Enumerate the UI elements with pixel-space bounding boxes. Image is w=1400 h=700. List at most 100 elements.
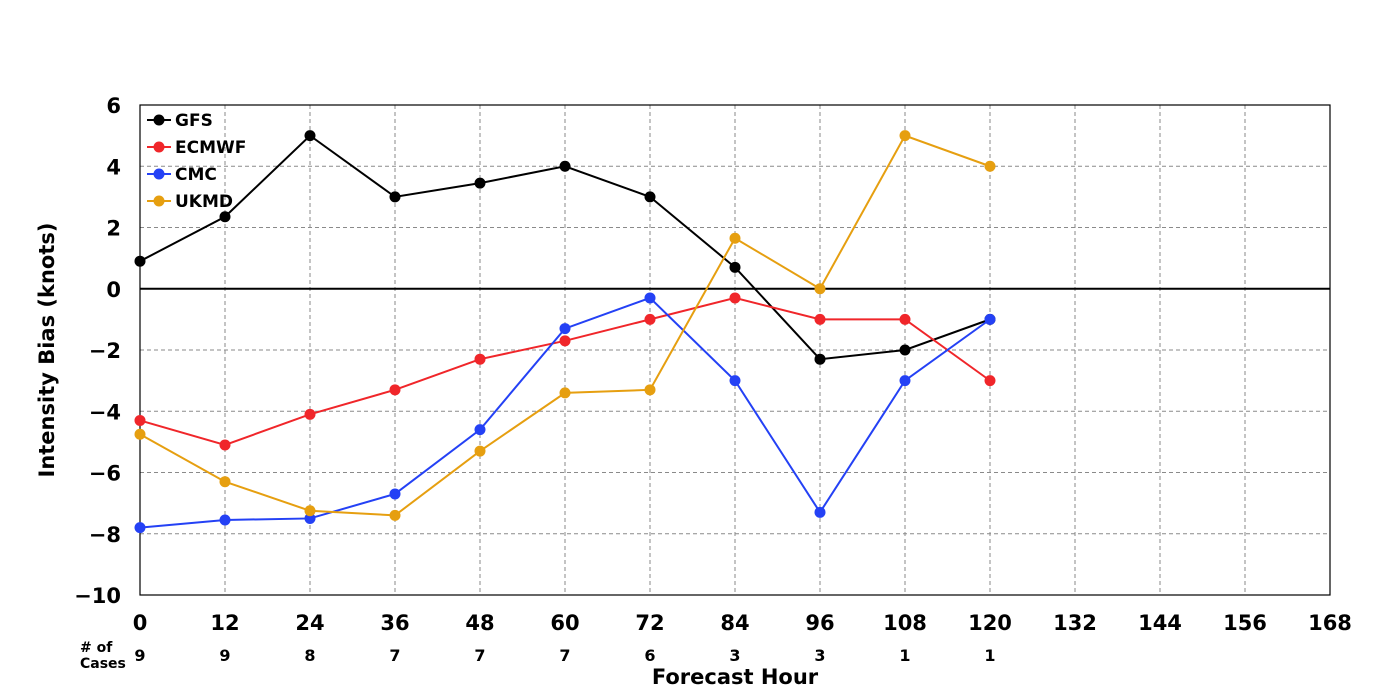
data-point-ecmwf (814, 313, 826, 325)
data-point-ukmd (134, 428, 146, 440)
data-point-gfs (899, 344, 911, 356)
x-tick-label: 12 (210, 611, 239, 635)
y-axis-title: Intensity Bias (knots) (35, 223, 59, 478)
cases-value: 6 (644, 646, 655, 665)
data-point-cmc (389, 488, 401, 500)
x-tick-labels: 0 12 24 36 48 60 72 84 96 108 120 132 144 156 168 (133, 611, 1352, 635)
legend-item-gfs: GFS (147, 111, 213, 131)
y-tick-label: −6 (89, 462, 121, 486)
x-tick-label: 60 (550, 611, 579, 635)
data-point-ecmwf (729, 292, 741, 304)
y-tick-label: −2 (89, 339, 121, 363)
legend-label: UKMD (175, 192, 233, 212)
x-axis-title: Forecast Hour (652, 665, 819, 689)
cases-value: 1 (984, 646, 995, 665)
cases-value: 9 (219, 646, 230, 665)
data-point-cmc (134, 522, 146, 534)
legend-item-cmc: CMC (147, 165, 217, 185)
cases-value: 1 (899, 646, 910, 665)
legend-marker (153, 141, 165, 153)
data-point-ukmd (729, 232, 741, 244)
data-point-cmc (644, 292, 656, 304)
x-tick-label: 144 (1138, 611, 1182, 635)
data-point-ecmwf (899, 313, 911, 325)
x-tick-label: 156 (1223, 611, 1267, 635)
series-gfs (134, 130, 996, 365)
data-point-gfs (304, 130, 316, 142)
x-tick-label: 132 (1053, 611, 1097, 635)
data-point-gfs (729, 261, 741, 273)
x-tick-label: 24 (295, 611, 324, 635)
data-point-ukmd (474, 445, 486, 457)
y-tick-label: 0 (106, 278, 121, 302)
data-point-gfs (814, 353, 826, 365)
x-tick-label: 84 (720, 611, 749, 635)
data-point-cmc (729, 375, 741, 387)
legend-marker (153, 168, 165, 180)
x-tick-label: 36 (380, 611, 409, 635)
data-point-ecmwf (984, 375, 996, 387)
data-point-ukmd (814, 283, 826, 295)
data-point-ukmd (389, 509, 401, 521)
x-tick-label: 48 (465, 611, 494, 635)
y-tick-label: 4 (106, 155, 121, 179)
legend-marker (153, 195, 165, 207)
cases-value: 7 (559, 646, 570, 665)
data-point-gfs (389, 191, 401, 203)
series-cmc (134, 292, 996, 534)
data-point-gfs (644, 191, 656, 203)
series-ecmwf (134, 292, 996, 451)
data-point-gfs (559, 160, 571, 172)
cases-label-line1: # of (80, 640, 113, 656)
cases-label-line2: Cases (80, 656, 126, 672)
data-point-cmc (984, 313, 996, 325)
data-point-gfs (474, 177, 486, 189)
data-point-ukmd (304, 505, 316, 517)
data-point-ecmwf (219, 439, 231, 451)
data-point-gfs (219, 211, 231, 223)
legend-item-ukmd: UKMD (147, 192, 233, 212)
data-point-ukmd (559, 387, 571, 399)
data-point-gfs (134, 255, 146, 267)
cases-row: 9 9 8 7 7 7 6 3 3 1 1 (134, 646, 995, 665)
y-tick-label: −8 (89, 523, 121, 547)
data-point-ecmwf (134, 414, 146, 426)
data-point-ecmwf (304, 408, 316, 420)
data-point-cmc (474, 424, 486, 436)
x-tick-label: 108 (883, 611, 927, 635)
cases-value: 9 (134, 646, 145, 665)
plot-frame (139, 104, 1331, 596)
data-point-ukmd (644, 384, 656, 396)
x-tick-label: 72 (635, 611, 664, 635)
legend-item-ecmwf: ECMWF (147, 138, 246, 158)
cases-value: 7 (474, 646, 485, 665)
cases-value: 3 (729, 646, 740, 665)
legend-marker (153, 114, 165, 126)
data-point-ukmd (219, 476, 231, 488)
y-tick-label: 6 (106, 94, 121, 118)
data-point-ecmwf (389, 384, 401, 396)
y-tick-label: −10 (74, 584, 121, 608)
data-point-cmc (814, 506, 826, 518)
grid-lines (140, 105, 1330, 595)
x-tick-label: 0 (133, 611, 148, 635)
data-point-ukmd (899, 130, 911, 142)
cases-value: 7 (389, 646, 400, 665)
data-point-ukmd (984, 160, 996, 172)
data-point-cmc (899, 375, 911, 387)
x-tick-label: 120 (968, 611, 1012, 635)
legend-label: ECMWF (175, 138, 246, 158)
y-tick-labels: 6 4 2 0 −2 −4 −6 −8 −10 (74, 94, 121, 608)
legend: GFS ECMWF CMC UKMD (147, 111, 246, 212)
cases-value: 3 (814, 646, 825, 665)
x-tick-label: 96 (805, 611, 834, 635)
data-point-ecmwf (559, 335, 571, 347)
x-tick-label: 168 (1308, 611, 1352, 635)
data-point-ecmwf (644, 313, 656, 325)
y-tick-label: 2 (106, 217, 121, 241)
cases-value: 8 (304, 646, 315, 665)
y-tick-label: −4 (89, 400, 121, 424)
data-point-cmc (304, 512, 316, 524)
series-ukmd (134, 130, 996, 521)
